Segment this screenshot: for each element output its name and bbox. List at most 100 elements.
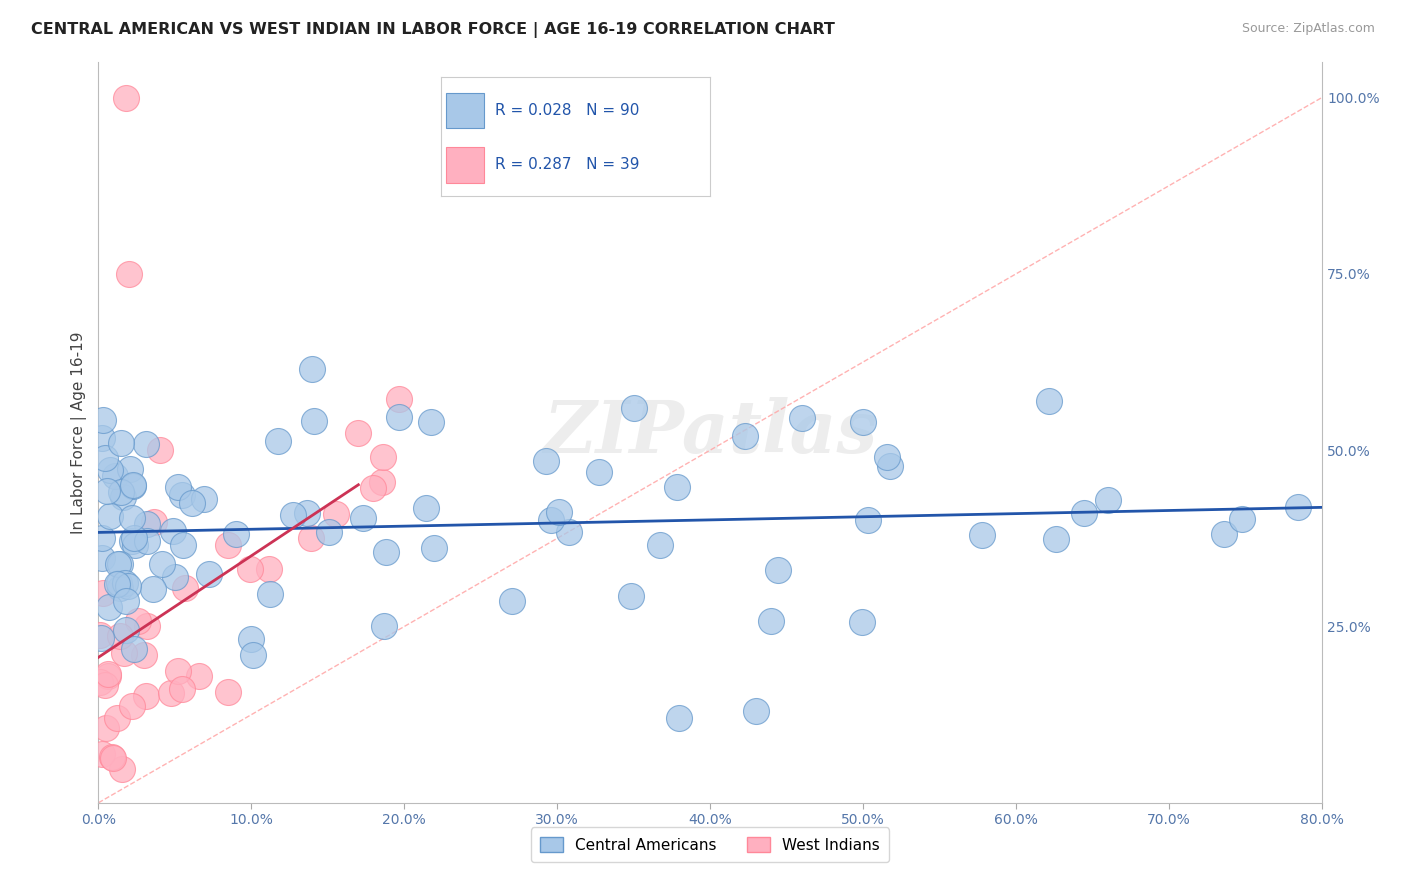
Point — [135, 437, 157, 451]
Point — [127, 614, 149, 628]
Point — [107, 576, 129, 591]
Point — [297, 506, 319, 520]
Point — [115, 593, 138, 607]
Point — [423, 541, 446, 556]
Text: ZIPatlas: ZIPatlas — [543, 397, 877, 468]
Point — [181, 496, 204, 510]
Point — [281, 508, 304, 522]
Point — [540, 513, 562, 527]
Point — [110, 435, 132, 450]
Point — [373, 618, 395, 632]
Point — [388, 392, 411, 406]
Point — [134, 648, 156, 662]
Point — [91, 531, 114, 545]
Point — [124, 538, 146, 552]
Point — [115, 623, 138, 637]
Point — [121, 533, 143, 548]
Point — [1286, 500, 1309, 514]
Point — [122, 479, 145, 493]
Point — [118, 462, 141, 476]
Point — [105, 710, 128, 724]
Point — [91, 747, 114, 761]
Point — [217, 685, 239, 699]
Point — [97, 600, 120, 615]
Point — [668, 711, 690, 725]
Point — [117, 579, 139, 593]
Point — [122, 531, 145, 545]
Point — [851, 615, 873, 629]
Point — [167, 480, 190, 494]
Point — [111, 762, 134, 776]
Point — [371, 450, 394, 465]
Text: CENTRAL AMERICAN VS WEST INDIAN IN LABOR FORCE | AGE 16-19 CORRELATION CHART: CENTRAL AMERICAN VS WEST INDIAN IN LABOR… — [31, 22, 835, 38]
Point — [97, 669, 120, 683]
Point — [108, 629, 131, 643]
Point — [172, 681, 194, 696]
Point — [135, 619, 157, 633]
Point — [259, 587, 281, 601]
Point — [257, 562, 280, 576]
Point — [267, 434, 290, 448]
Point — [105, 576, 128, 591]
Point — [1097, 492, 1119, 507]
Point — [89, 675, 111, 690]
Point — [91, 412, 114, 426]
Point — [124, 641, 146, 656]
Point — [122, 478, 145, 492]
Point — [135, 533, 157, 548]
Point — [97, 667, 120, 681]
Point — [766, 563, 789, 577]
Point — [239, 632, 262, 647]
Point — [94, 721, 117, 735]
Point — [302, 414, 325, 428]
Point — [852, 415, 875, 429]
Point — [143, 515, 166, 529]
Point — [301, 362, 323, 376]
Point — [174, 581, 197, 595]
Point — [325, 508, 347, 522]
Legend: Central Americans, West Indians: Central Americans, West Indians — [531, 828, 889, 862]
Point — [98, 463, 121, 477]
Point — [108, 582, 131, 596]
Point — [89, 628, 111, 642]
Point — [111, 490, 134, 504]
Point — [1230, 512, 1253, 526]
Point — [167, 664, 190, 678]
Point — [318, 525, 340, 540]
Point — [558, 524, 581, 539]
Point — [879, 459, 901, 474]
Point — [547, 505, 569, 519]
Point — [1038, 394, 1060, 409]
Point — [388, 410, 411, 425]
Point — [121, 699, 143, 714]
Point — [91, 586, 114, 600]
Point — [142, 582, 165, 596]
Point — [94, 450, 117, 465]
Point — [90, 431, 112, 445]
Point — [371, 475, 394, 489]
Text: Source: ZipAtlas.com: Source: ZipAtlas.com — [1241, 22, 1375, 36]
Point — [761, 614, 783, 628]
Y-axis label: In Labor Force | Age 16-19: In Labor Force | Age 16-19 — [72, 331, 87, 534]
Point — [101, 751, 124, 765]
Point — [135, 516, 157, 531]
Point — [107, 558, 129, 572]
Point — [623, 401, 645, 415]
Point — [217, 538, 239, 552]
Point — [1045, 532, 1067, 546]
Point — [112, 646, 135, 660]
Point — [620, 589, 643, 603]
Point — [970, 527, 993, 541]
Point — [104, 468, 127, 483]
Point — [1073, 506, 1095, 520]
Point — [1212, 527, 1234, 541]
Point — [135, 689, 157, 703]
Point — [118, 267, 141, 281]
Point — [198, 566, 221, 581]
Point — [790, 411, 813, 425]
Point — [193, 491, 215, 506]
Point — [114, 575, 136, 590]
Point — [150, 557, 173, 571]
Point — [876, 450, 898, 464]
Point — [94, 678, 117, 692]
